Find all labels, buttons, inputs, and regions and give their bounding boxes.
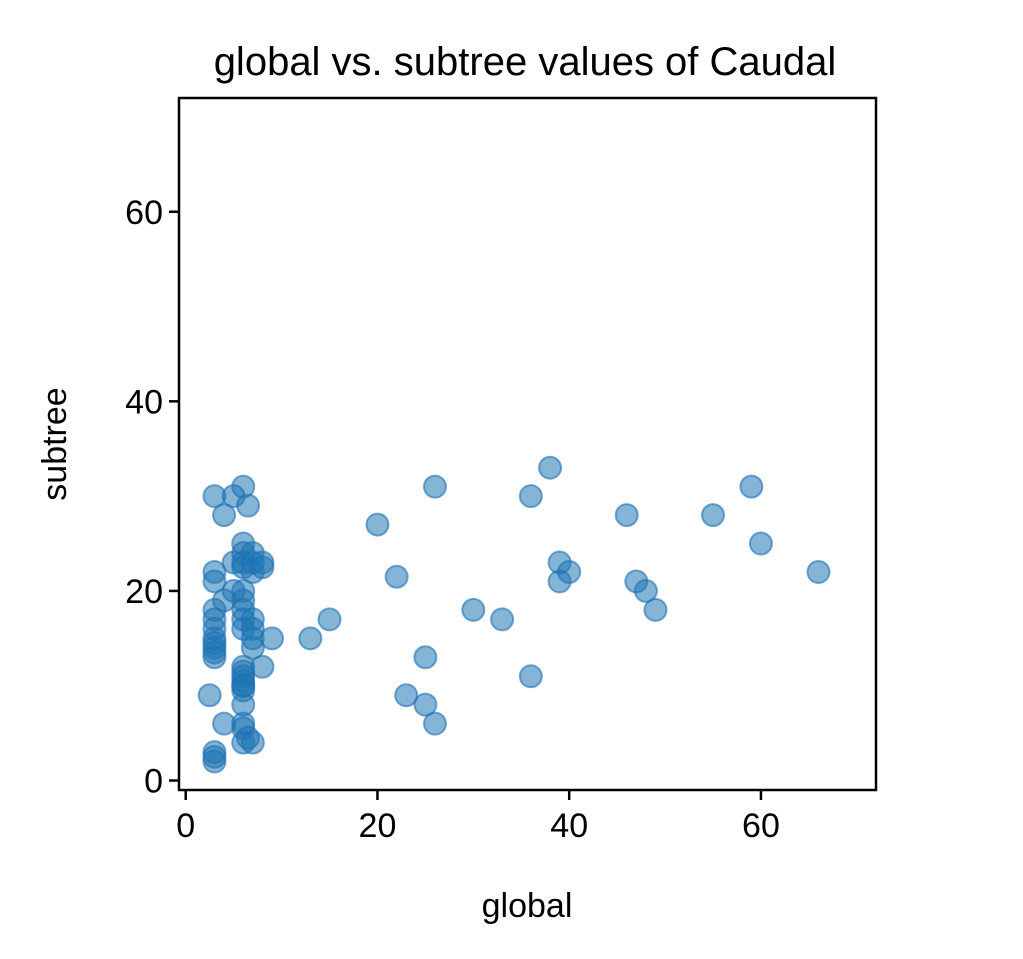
data-point: [490, 607, 515, 632]
data-point: [236, 493, 261, 518]
y-tick-label: 20: [125, 573, 163, 611]
plot-frame: [177, 96, 878, 792]
x-tick-label: 20: [359, 807, 397, 845]
data-point: [365, 512, 390, 537]
data-point: [538, 455, 563, 480]
data-point: [413, 645, 438, 670]
points-layer: [197, 455, 831, 774]
data-point: [422, 474, 447, 499]
data-point: [317, 607, 342, 632]
ticks-layer: 0 20 40 60 0 20 40 60: [125, 194, 780, 845]
data-point: [202, 645, 227, 670]
data-point: [240, 730, 265, 755]
data-point: [298, 626, 323, 651]
y-tick-label: 60: [125, 194, 163, 232]
x-tick-label: 40: [550, 807, 588, 845]
data-point: [643, 597, 668, 622]
data-point: [557, 559, 582, 584]
data-point: [614, 503, 639, 528]
x-tick-label: 0: [176, 807, 195, 845]
data-point: [250, 654, 275, 679]
x-tick-label: 60: [742, 807, 780, 845]
chart-title: global vs. subtree values of Caudal: [214, 40, 837, 84]
data-point: [748, 531, 773, 556]
data-point: [259, 626, 284, 651]
y-tick-label: 0: [144, 763, 163, 801]
data-point: [384, 564, 409, 589]
x-axis-label: global: [482, 887, 573, 925]
data-point: [461, 597, 486, 622]
data-point: [739, 474, 764, 499]
y-tick-label: 40: [125, 383, 163, 421]
data-point: [240, 635, 265, 660]
data-point: [394, 683, 419, 708]
data-point: [413, 692, 438, 717]
data-point: [202, 744, 227, 769]
data-point: [422, 711, 447, 736]
y-axis-label: subtree: [36, 387, 74, 500]
data-point: [806, 559, 831, 584]
data-point: [202, 569, 227, 594]
data-point: [701, 503, 726, 528]
data-point: [633, 578, 658, 603]
data-point: [518, 664, 543, 689]
data-point: [212, 503, 237, 528]
data-point: [518, 484, 543, 509]
data-point: [250, 555, 275, 580]
data-point: [197, 683, 222, 708]
data-point: [231, 673, 256, 698]
